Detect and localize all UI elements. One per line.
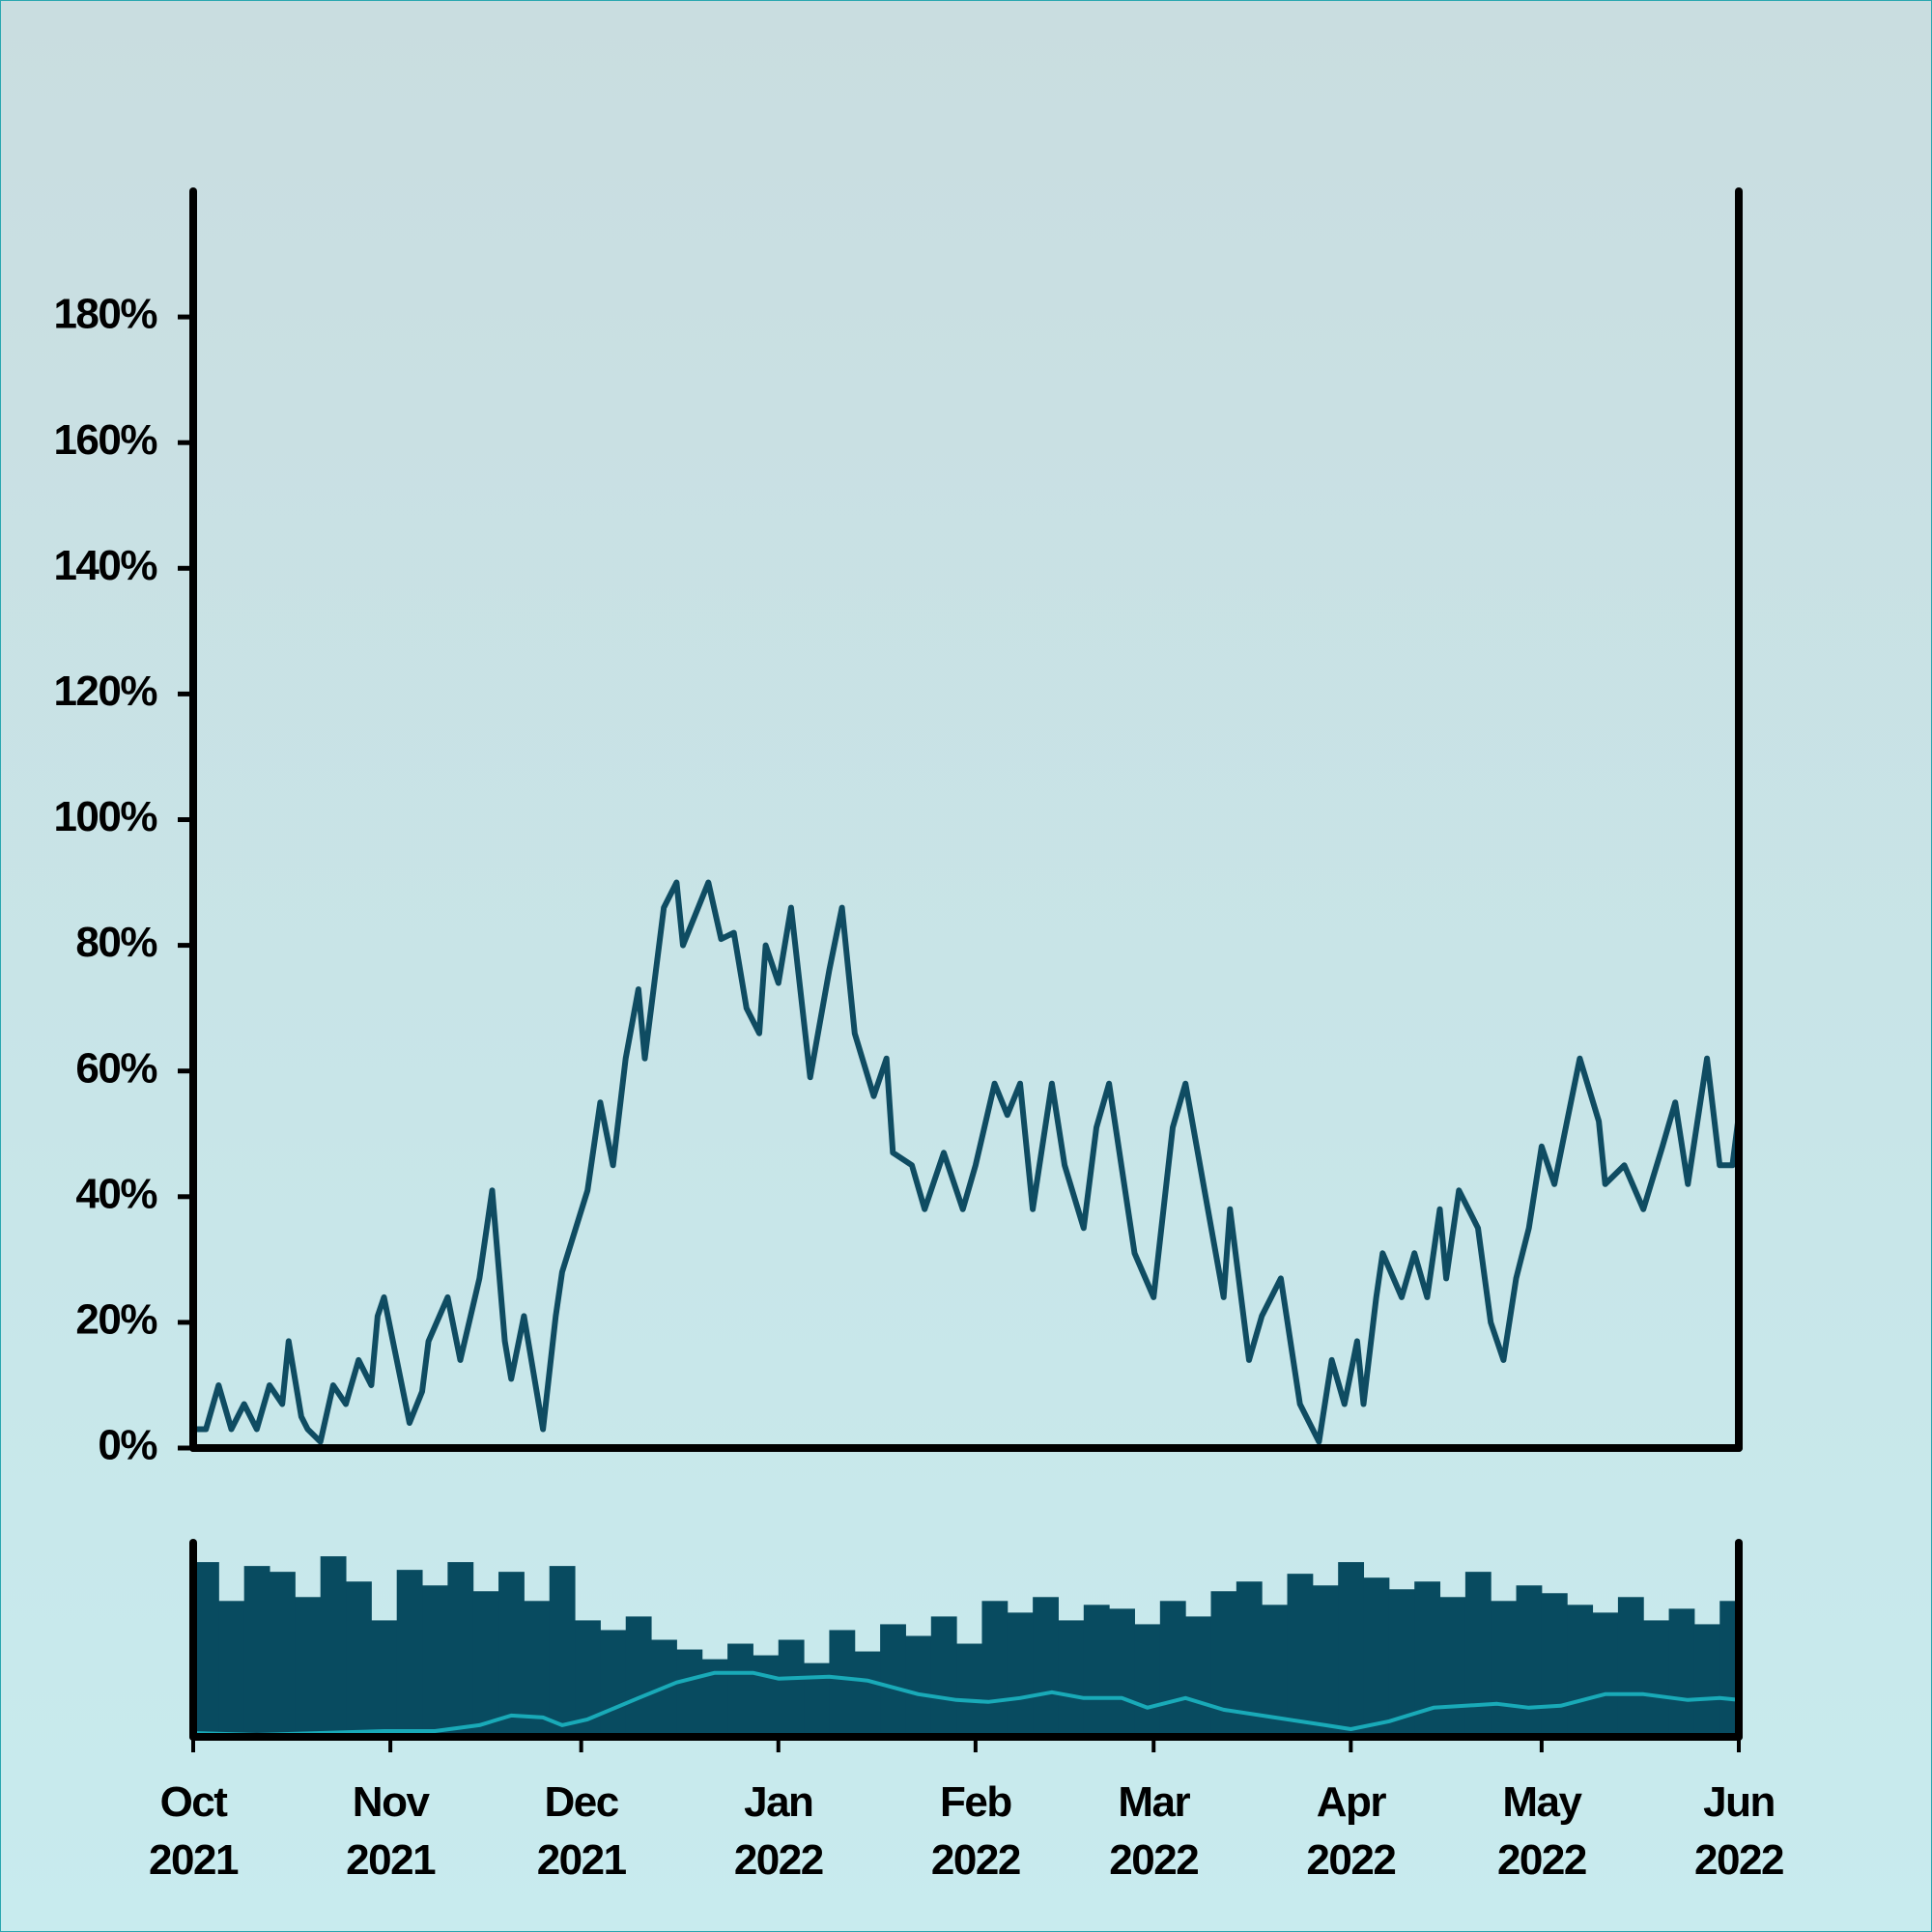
bar: [1134, 1624, 1161, 1737]
bar: [1617, 1597, 1644, 1737]
x-tick-label: Feb 2022: [931, 1778, 1020, 1884]
bar: [1567, 1605, 1594, 1737]
bar: [880, 1624, 906, 1737]
x-tick-label: Oct 2021: [149, 1778, 239, 1884]
bar: [193, 1562, 219, 1737]
bar: [829, 1630, 856, 1737]
bar: [701, 1659, 728, 1737]
bar: [243, 1566, 270, 1737]
bar: [270, 1572, 296, 1737]
y-tick-label: 20%: [75, 1296, 156, 1344]
bar: [778, 1639, 805, 1737]
bar: [1058, 1620, 1085, 1737]
bar: [1388, 1589, 1415, 1737]
bar: [905, 1635, 932, 1737]
bar: [1541, 1593, 1568, 1737]
bar: [956, 1643, 982, 1737]
bar: [1287, 1574, 1314, 1737]
bar: [371, 1620, 398, 1737]
bar: [396, 1570, 423, 1737]
bar: [1312, 1585, 1339, 1737]
bar: [320, 1556, 347, 1737]
bar: [498, 1572, 525, 1737]
bar: [1643, 1620, 1670, 1737]
bar: [1083, 1605, 1110, 1737]
y-tick-label: 160%: [53, 416, 156, 464]
bar: [422, 1585, 448, 1737]
bar: [1464, 1572, 1492, 1737]
bar: [625, 1616, 652, 1737]
bar: [600, 1630, 627, 1737]
bar: [1007, 1612, 1034, 1737]
bar: [1210, 1591, 1237, 1737]
y-tick-label: 120%: [53, 668, 156, 715]
bar: [1109, 1608, 1135, 1737]
bar: [804, 1662, 830, 1737]
bar: [1439, 1597, 1466, 1737]
bar: [1693, 1624, 1720, 1737]
x-tick-label: Jan 2022: [734, 1778, 823, 1884]
bar: [218, 1601, 245, 1737]
bar: [1719, 1601, 1740, 1737]
data-line: [192, 1670, 1740, 1737]
y-tick-label: 0%: [98, 1422, 156, 1469]
bar: [981, 1601, 1009, 1737]
x-tick-label: Apr 2022: [1306, 1778, 1395, 1884]
bar: [1338, 1562, 1365, 1737]
y-tick-label: 180%: [53, 291, 156, 338]
bar: [1363, 1577, 1390, 1737]
y-tick-label: 40%: [75, 1170, 156, 1217]
y-tick-label: 80%: [75, 919, 156, 966]
bar: [727, 1643, 753, 1737]
x-tick-label: Jun 2022: [1694, 1778, 1783, 1884]
bar: [524, 1601, 551, 1737]
bar: [346, 1581, 372, 1737]
x-tick-label: Dec 2021: [537, 1778, 627, 1884]
bar: [447, 1562, 474, 1737]
bar: [753, 1655, 780, 1737]
bar: [549, 1566, 576, 1737]
bar: [1516, 1585, 1543, 1737]
bar: [472, 1591, 499, 1737]
y-tick-label: 140%: [53, 542, 156, 589]
bar: [1159, 1601, 1186, 1737]
bar: [295, 1597, 322, 1737]
x-tick-label: Nov 2021: [346, 1778, 436, 1884]
bar: [1592, 1612, 1619, 1737]
y-tick-label: 100%: [53, 793, 156, 840]
bar: [1033, 1597, 1059, 1737]
data-line: [193, 879, 1742, 1445]
bar: [1185, 1616, 1211, 1737]
x-tick-label: May 2022: [1497, 1778, 1586, 1884]
bar: [1668, 1608, 1695, 1737]
bar: [676, 1649, 703, 1737]
x-tick-label: Mar 2022: [1109, 1778, 1198, 1884]
bar: [930, 1616, 957, 1737]
bar: [1491, 1601, 1518, 1737]
y-tick-label: 60%: [75, 1044, 156, 1092]
bar: [854, 1651, 881, 1737]
